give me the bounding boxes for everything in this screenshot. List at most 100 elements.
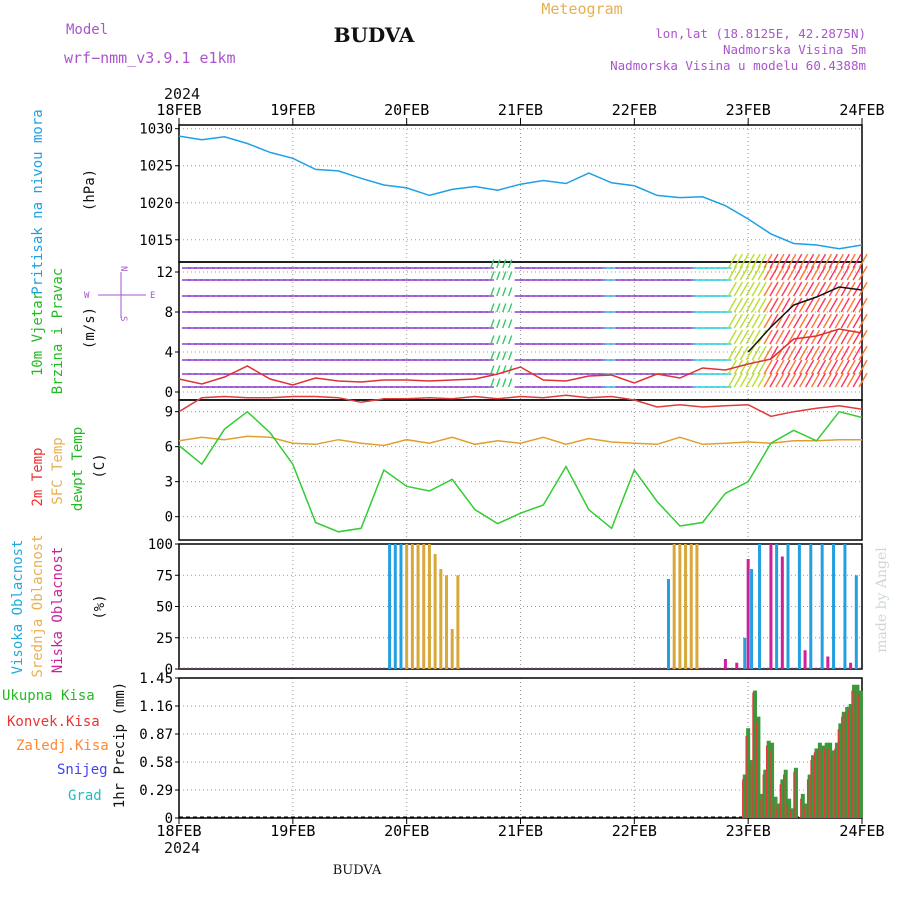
wind-barb	[727, 329, 738, 345]
wind-barb	[775, 297, 785, 313]
wind-barb	[840, 372, 850, 388]
wind-barb	[745, 372, 755, 388]
wind-barb	[840, 359, 850, 375]
cloud-bar-0	[775, 544, 779, 669]
precip-bar-1	[776, 806, 778, 818]
x-tick-label-top: 22FEB	[612, 101, 657, 119]
wind-barb	[858, 297, 868, 313]
wind-barb	[846, 297, 856, 313]
wind-barb	[787, 281, 797, 297]
precip-bar-1	[789, 810, 792, 818]
precip-bar-0	[828, 742, 833, 818]
cloud-bar-1	[456, 575, 460, 669]
wind-barb	[763, 345, 773, 361]
precip-bar-1	[772, 800, 775, 818]
wind-barb	[828, 297, 838, 313]
wind-barb	[727, 359, 738, 375]
wind-barb	[822, 253, 833, 269]
label-cloud-high: Visoka Oblacnost	[10, 540, 26, 675]
cloud-bar-2	[826, 656, 830, 669]
wind-barb	[858, 345, 868, 361]
wind-barb	[840, 253, 850, 269]
precip-bar-1	[800, 798, 802, 818]
wind-barb	[769, 253, 779, 269]
cloud-bar-0	[393, 544, 397, 669]
precip-bar-1	[847, 709, 850, 818]
label-precip-conv: Konvek.Kisa	[7, 714, 100, 730]
compass-s: S	[118, 316, 128, 321]
cloud-bar-1	[678, 544, 682, 669]
cloud-bar-2	[849, 662, 853, 669]
wind-barb	[781, 297, 791, 313]
precip-bar-1	[765, 745, 768, 818]
precip-bar-1	[759, 798, 761, 818]
year-bottom: 2024	[164, 839, 200, 857]
wind-barb	[496, 335, 501, 345]
wind-barb	[799, 359, 809, 375]
x-tick-label-bottom: 20FEB	[384, 822, 429, 840]
precip-bar-0	[838, 723, 843, 818]
wind-barb	[769, 265, 779, 281]
wind-barb	[787, 265, 797, 281]
precip-bar-0	[770, 742, 775, 818]
x-tick-label-top: 20FEB	[384, 101, 429, 119]
wind-barb	[496, 378, 501, 388]
wind-barb	[793, 265, 803, 281]
wind-barb	[507, 271, 513, 281]
pressure-series-0	[178, 135, 863, 250]
precip-bar-1	[844, 711, 846, 818]
precip-bar-0	[821, 745, 826, 818]
y-tick-label: 1.45	[139, 671, 173, 687]
precip-bar-0	[807, 774, 812, 818]
precip-bar-0	[858, 690, 863, 818]
wind-barb	[775, 265, 785, 281]
precip-bar-1	[745, 735, 747, 818]
wind-barb	[810, 345, 821, 361]
wind-barb	[751, 345, 761, 361]
wind-barb	[727, 313, 738, 329]
wind-barb	[852, 372, 862, 388]
wind-barb	[787, 372, 797, 388]
panel-frame-cloud	[178, 543, 863, 670]
wind-barb	[502, 259, 507, 269]
precip-bar-1	[769, 750, 771, 818]
wind-barb	[816, 253, 827, 269]
x-tick-label-bottom: 22FEB	[612, 822, 657, 840]
wind-barb	[757, 359, 767, 375]
label-precip-unit: 1hr Precip (mm)	[112, 682, 128, 808]
cloud-bar-1	[450, 629, 454, 669]
cloud-bar-1	[422, 544, 426, 669]
wind-barb	[781, 265, 791, 281]
y-tick-label: 12	[156, 265, 173, 281]
label-wind-unit: (m/s)	[82, 307, 98, 349]
precip-bar-0	[763, 769, 768, 818]
station-title: BUDVA	[334, 23, 415, 47]
wind-barb	[816, 372, 827, 388]
wind-barb	[816, 329, 827, 345]
wind-barb	[733, 329, 743, 345]
wind-barb	[793, 329, 803, 345]
y-tick-label: 25	[156, 631, 173, 647]
y-tick-label: 3	[165, 475, 173, 491]
footer-station: BUDVA	[333, 863, 382, 878]
precip-bar-1	[810, 760, 812, 818]
wind-barb	[852, 297, 862, 313]
precip-bar-1	[762, 774, 764, 818]
precip-bar-1	[827, 748, 829, 818]
wind-barb	[727, 372, 738, 388]
wind-barb	[739, 359, 749, 375]
elevation-text: Nadmorska Visina 5m	[723, 42, 866, 57]
wind-barb	[846, 359, 856, 375]
cloud-bar-0	[809, 544, 813, 669]
wind-barb	[816, 265, 827, 281]
lonlat-text: lon,lat (18.8125E, 42.2875N)	[655, 26, 866, 41]
cloud-bar-0	[399, 544, 403, 669]
wind-barb	[852, 265, 862, 281]
cloud-bar-1	[684, 544, 688, 669]
cloud-bar-1	[405, 544, 409, 669]
wind-barb	[828, 329, 838, 345]
precip-bar-0	[746, 728, 751, 818]
wind-barb	[745, 313, 755, 329]
label-cloud-low: Niska Oblacnost	[50, 547, 66, 673]
wind-barb	[810, 265, 821, 281]
